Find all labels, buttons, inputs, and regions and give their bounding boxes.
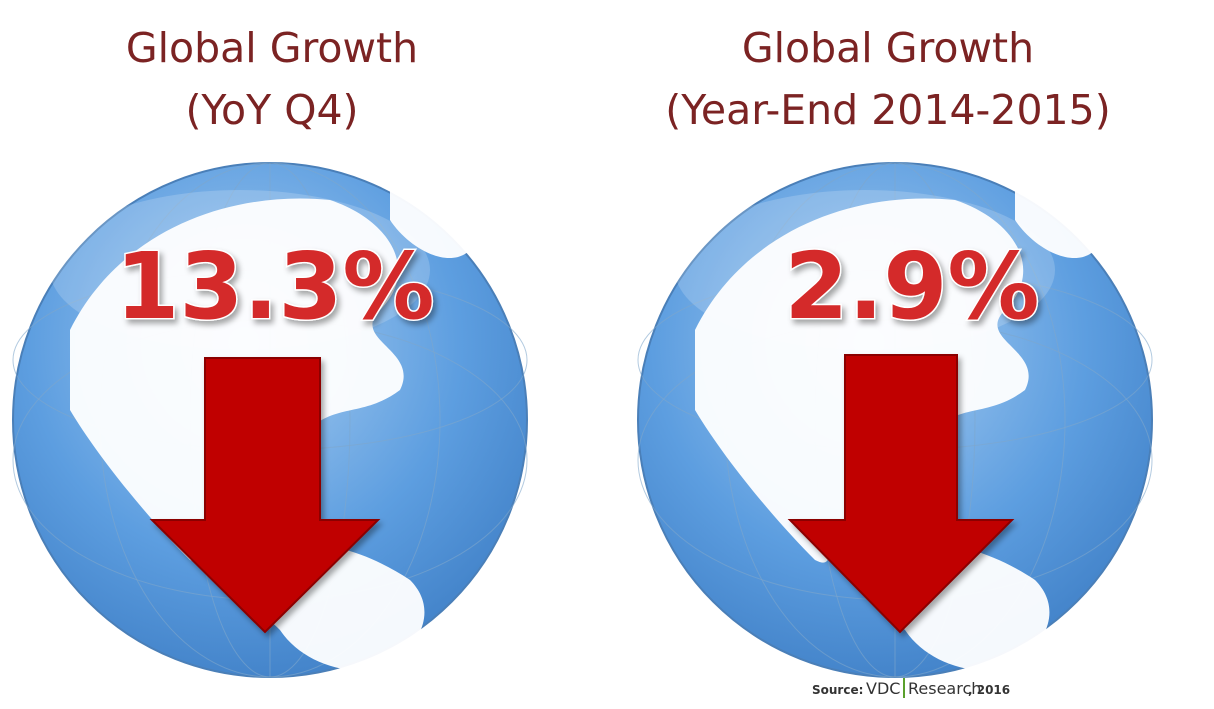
panel-title: (YoY Q4) (185, 86, 358, 134)
down-arrow (787, 354, 1015, 634)
source-label: Source: (812, 683, 863, 697)
panel-right: Global Growth (Year-End 2014-2015) 2.9% (637, 24, 1153, 678)
source-brand2: Research (908, 679, 981, 698)
down-arrow (149, 357, 381, 634)
panel-left: Global Growth (YoY Q4) 13.3% (12, 24, 528, 678)
source-brand: VDC (866, 679, 900, 698)
panel-title: (Year-End 2014-2015) (665, 86, 1110, 134)
source: Source: VDC Research , 2016 (812, 678, 1010, 698)
source-year: , 2016 (968, 683, 1010, 697)
panel-title: Global Growth (126, 24, 418, 72)
growth-value: 13.3% (115, 233, 434, 340)
panel-title: Global Growth (742, 24, 1034, 72)
growth-value: 2.9% (784, 233, 1039, 340)
